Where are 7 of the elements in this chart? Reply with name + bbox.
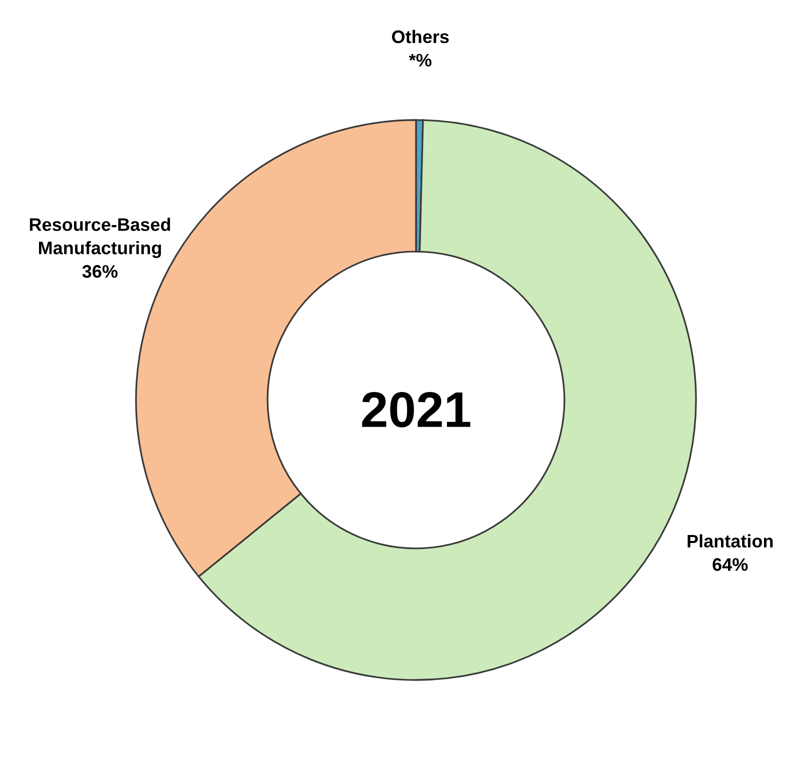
- slice-label: Others: [392, 30, 449, 44]
- data-label: 36%: [82, 265, 118, 278]
- data-label: *%: [408, 54, 432, 67]
- data-label: 64%: [712, 558, 748, 571]
- slice-label: Plantation: [688, 534, 773, 548]
- text: 2021: [362, 392, 470, 428]
- slice-label: Resource-Based Manufacturing: [30, 218, 170, 258]
